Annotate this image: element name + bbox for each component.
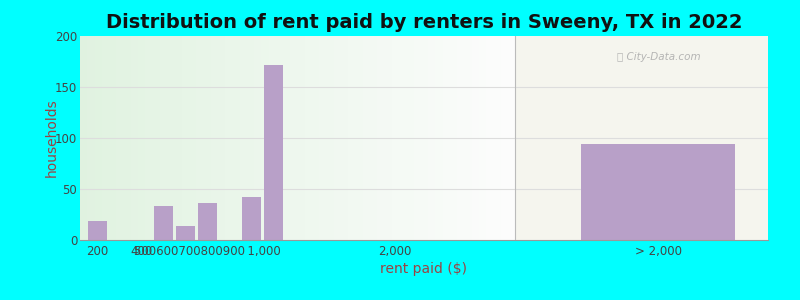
Bar <box>264 64 283 240</box>
Bar <box>442 36 450 240</box>
Bar <box>198 203 217 240</box>
Bar <box>123 36 130 240</box>
Bar <box>116 36 123 240</box>
Bar <box>501 36 508 240</box>
Bar <box>363 36 370 240</box>
Bar <box>399 36 406 240</box>
Bar <box>319 36 326 240</box>
Bar <box>176 226 195 240</box>
Bar <box>298 36 305 240</box>
Bar <box>88 220 107 240</box>
Bar <box>472 36 479 240</box>
Bar <box>348 36 356 240</box>
Bar <box>160 36 167 240</box>
Title: Distribution of rent paid by renters in Sweeny, TX in 2022: Distribution of rent paid by renters in … <box>106 13 742 32</box>
Bar <box>87 36 94 240</box>
Y-axis label: households: households <box>45 99 59 177</box>
Bar <box>378 36 385 240</box>
Bar <box>80 36 87 240</box>
Bar <box>210 36 218 240</box>
Bar <box>130 36 138 240</box>
Bar <box>414 36 421 240</box>
Bar <box>370 36 378 240</box>
Bar <box>334 36 341 240</box>
Bar <box>146 36 153 240</box>
Bar <box>167 36 174 240</box>
Bar <box>262 36 269 240</box>
Bar <box>486 36 494 240</box>
Bar <box>283 36 290 240</box>
Bar <box>305 36 312 240</box>
Bar <box>174 36 182 240</box>
Bar <box>102 36 109 240</box>
Text: ⓘ City-Data.com: ⓘ City-Data.com <box>617 52 700 62</box>
Bar <box>385 36 392 240</box>
Bar <box>276 36 283 240</box>
Bar <box>421 36 428 240</box>
Bar <box>242 197 261 240</box>
Bar <box>109 36 116 240</box>
Bar <box>341 36 348 240</box>
Bar <box>428 36 435 240</box>
Bar <box>290 36 298 240</box>
Bar <box>515 36 768 240</box>
Bar <box>392 36 399 240</box>
Bar <box>239 36 247 240</box>
Bar <box>196 36 203 240</box>
Bar <box>581 144 735 240</box>
Bar <box>269 36 276 240</box>
Bar <box>508 36 515 240</box>
Bar <box>153 36 160 240</box>
Bar <box>450 36 457 240</box>
Bar <box>457 36 465 240</box>
Bar <box>218 36 225 240</box>
Bar <box>254 36 262 240</box>
Bar <box>494 36 501 240</box>
Bar <box>225 36 232 240</box>
Bar <box>406 36 414 240</box>
Bar <box>138 36 146 240</box>
Bar <box>479 36 486 240</box>
Bar <box>435 36 442 240</box>
Bar <box>232 36 239 240</box>
Bar <box>154 206 173 240</box>
Bar <box>182 36 189 240</box>
Bar <box>326 36 334 240</box>
Bar <box>356 36 363 240</box>
Bar <box>465 36 472 240</box>
Bar <box>247 36 254 240</box>
Bar <box>189 36 196 240</box>
Bar <box>94 36 102 240</box>
Bar <box>312 36 319 240</box>
X-axis label: rent paid ($): rent paid ($) <box>381 262 467 276</box>
Bar <box>203 36 210 240</box>
